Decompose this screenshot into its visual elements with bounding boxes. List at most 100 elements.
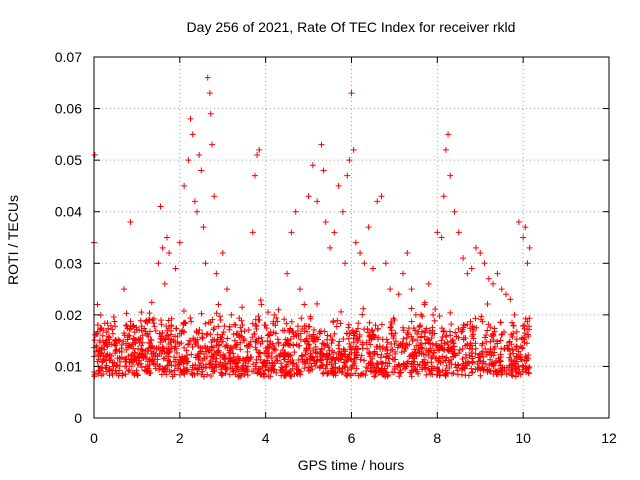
data-point bbox=[425, 351, 432, 358]
data-point bbox=[469, 342, 476, 349]
data-point bbox=[284, 270, 291, 277]
data-point bbox=[126, 342, 133, 349]
data-point bbox=[358, 370, 365, 377]
data-point bbox=[421, 356, 428, 363]
data-point bbox=[328, 361, 335, 368]
data-point bbox=[357, 249, 364, 256]
data-point bbox=[196, 326, 203, 333]
data-point bbox=[221, 323, 228, 330]
data-point bbox=[187, 314, 194, 321]
data-point bbox=[459, 356, 466, 363]
data-point bbox=[489, 360, 496, 367]
data-point bbox=[236, 332, 243, 339]
data-point bbox=[433, 342, 440, 349]
data-point bbox=[144, 358, 151, 365]
data-point bbox=[310, 331, 317, 338]
data-point bbox=[202, 320, 209, 327]
data-point bbox=[521, 322, 528, 329]
data-point bbox=[356, 333, 363, 340]
data-point bbox=[270, 329, 277, 336]
data-point bbox=[206, 361, 213, 368]
data-point bbox=[448, 356, 455, 363]
data-point bbox=[109, 330, 116, 337]
data-point bbox=[341, 362, 348, 369]
data-point bbox=[434, 364, 441, 371]
data-point bbox=[472, 244, 479, 251]
data-point bbox=[145, 333, 152, 340]
data-point bbox=[453, 333, 460, 340]
data-point bbox=[375, 334, 382, 341]
data-point bbox=[234, 367, 241, 374]
data-point bbox=[438, 234, 445, 241]
data-point bbox=[476, 351, 483, 358]
data-point bbox=[372, 322, 379, 329]
data-point bbox=[375, 365, 382, 372]
data-point bbox=[462, 351, 469, 358]
data-point bbox=[287, 335, 294, 342]
data-point bbox=[405, 358, 412, 365]
data-point bbox=[167, 358, 174, 365]
data-point bbox=[216, 341, 223, 348]
data-point bbox=[446, 364, 453, 371]
data-point bbox=[275, 339, 282, 346]
data-point bbox=[222, 343, 229, 350]
data-point bbox=[94, 301, 101, 308]
data-point bbox=[250, 361, 257, 368]
data-point bbox=[477, 249, 484, 256]
data-point bbox=[256, 350, 263, 357]
data-point bbox=[123, 322, 130, 329]
data-point bbox=[163, 234, 170, 241]
data-point bbox=[384, 347, 391, 354]
data-point bbox=[374, 343, 381, 350]
data-point bbox=[116, 363, 123, 370]
data-point bbox=[183, 356, 190, 363]
data-point bbox=[239, 364, 246, 371]
data-point bbox=[419, 345, 426, 352]
data-point bbox=[209, 316, 216, 323]
data-point bbox=[523, 340, 530, 347]
data-point bbox=[388, 341, 395, 348]
data-point bbox=[399, 343, 406, 350]
data-point bbox=[513, 346, 520, 353]
data-point bbox=[525, 352, 532, 359]
data-point bbox=[421, 333, 428, 340]
data-point bbox=[231, 337, 238, 344]
data-point bbox=[345, 321, 352, 328]
data-point bbox=[429, 353, 436, 360]
data-point bbox=[168, 315, 175, 322]
data-point bbox=[208, 372, 215, 379]
data-point bbox=[459, 346, 466, 353]
data-point bbox=[204, 371, 211, 378]
data-point bbox=[230, 350, 237, 357]
data-point bbox=[231, 357, 238, 364]
data-point bbox=[330, 319, 337, 326]
data-point bbox=[247, 338, 254, 345]
data-point bbox=[193, 328, 200, 335]
data-point bbox=[211, 351, 218, 358]
data-point bbox=[318, 141, 325, 148]
data-point bbox=[351, 330, 358, 337]
data-point bbox=[217, 317, 224, 324]
data-point bbox=[432, 306, 439, 313]
data-point bbox=[126, 359, 133, 366]
data-point bbox=[279, 347, 286, 354]
data-point bbox=[262, 322, 269, 329]
data-point bbox=[165, 361, 172, 368]
data-point bbox=[434, 229, 441, 236]
data-point bbox=[412, 311, 419, 318]
data-point bbox=[375, 325, 382, 332]
data-point bbox=[345, 324, 352, 331]
data-point bbox=[106, 372, 113, 379]
data-point bbox=[176, 239, 183, 246]
data-point bbox=[479, 365, 486, 372]
data-point bbox=[292, 331, 299, 338]
data-point bbox=[477, 357, 484, 364]
data-point bbox=[380, 371, 387, 378]
data-point bbox=[165, 317, 172, 324]
data-point bbox=[134, 361, 141, 368]
data-point bbox=[165, 325, 172, 332]
data-point bbox=[155, 260, 162, 267]
data-point bbox=[213, 270, 220, 277]
data-point bbox=[263, 348, 270, 355]
data-point bbox=[305, 364, 312, 371]
